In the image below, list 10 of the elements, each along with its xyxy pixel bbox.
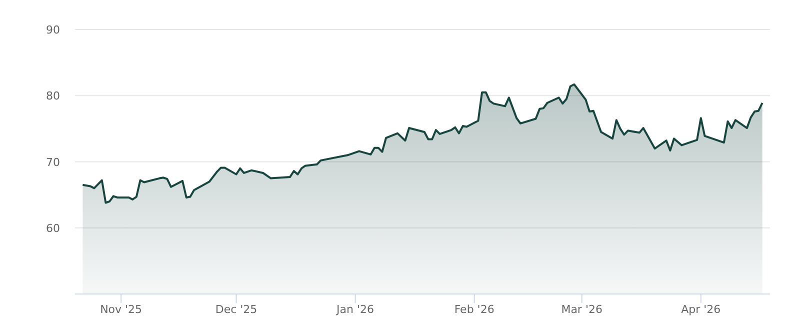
x-tick-label: Dec '25 [215,303,258,316]
x-tick-label: Nov '25 [100,303,142,316]
x-tick-label: Apr '26 [681,303,721,316]
y-tick-label: 70 [46,156,60,169]
x-tick-label: Mar '26 [561,303,602,316]
y-tick-label: 60 [46,222,60,235]
y-tick-label: 80 [46,90,60,103]
y-tick-label: 90 [46,24,60,36]
x-tick-label: Jan '26 [336,303,374,316]
x-tick-label: Feb '26 [454,303,494,316]
